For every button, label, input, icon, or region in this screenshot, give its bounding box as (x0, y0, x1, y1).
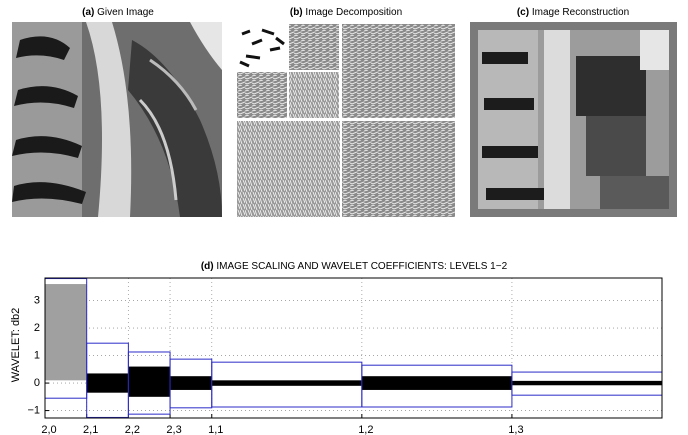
y-tick-label: −1 (27, 404, 40, 416)
coefficient-band (45, 284, 87, 380)
x-tick-label: 1,1 (208, 424, 223, 435)
plot-frame (45, 278, 662, 418)
x-tick-label: 2,2 (125, 424, 140, 435)
x-tick-label: 2,1 (83, 424, 98, 435)
panel-name: Image Decomposition (305, 7, 402, 18)
chart-label: (d) (201, 261, 214, 272)
panel-label: (c) (517, 7, 529, 18)
coefficient-band (212, 380, 362, 386)
coefficient-band (128, 367, 170, 397)
coefficient-band (170, 376, 212, 390)
x-tick-label: 1,3 (508, 424, 523, 435)
y-axis-label: WAVELET: db2 (10, 308, 22, 383)
y-tick-label: 2 (34, 322, 40, 334)
y-tick-label: 0 (34, 377, 40, 389)
panel-title: (a) Given Image (82, 7, 154, 18)
reconstruction-image (470, 22, 677, 217)
x-tick-label: 2,3 (166, 424, 181, 435)
given-image (12, 22, 222, 217)
decomposition-image (237, 22, 455, 217)
figure: (a) Given Image (b) Image Decomposition … (0, 0, 688, 435)
panel-label: (b) (290, 7, 303, 18)
chart-title: (d) IMAGE SCALING AND WAVELET COEFFICIEN… (201, 261, 508, 272)
y-tick-label: 3 (34, 294, 40, 306)
panel-name: Given Image (97, 7, 154, 18)
panel-title: (b) Image Decomposition (290, 7, 402, 18)
coefficient-band (87, 373, 129, 392)
x-tick-label: 2,0 (41, 424, 56, 435)
panel-name: Image Reconstruction (532, 7, 629, 18)
y-tick-label: 1 (34, 349, 40, 361)
panel-label: (a) (82, 7, 94, 18)
coefficient-band (512, 381, 662, 385)
x-tick-label: 1,2 (358, 424, 373, 435)
coefficient-band (362, 376, 512, 390)
chart-name: IMAGE SCALING AND WAVELET COEFFICIENTS: … (216, 261, 507, 272)
panel-title: (c) Image Reconstruction (517, 7, 629, 18)
